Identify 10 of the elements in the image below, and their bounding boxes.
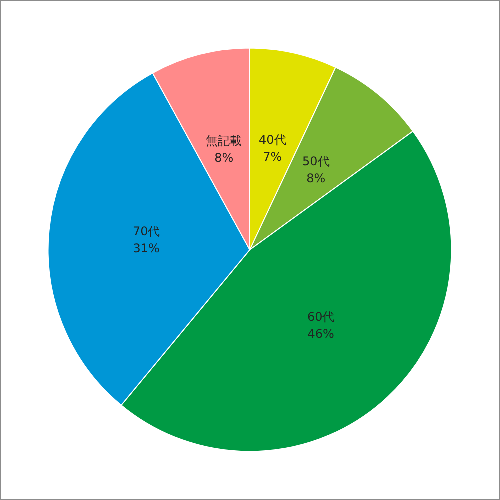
data-label: 7%	[263, 150, 282, 164]
slice-label: 60代	[307, 310, 335, 324]
slice-label: 無記載	[206, 134, 242, 148]
data-label: 46%	[308, 327, 334, 342]
slice-label: 50代	[302, 154, 330, 168]
data-label: 8%	[214, 150, 234, 165]
slice-label: 70代	[132, 224, 160, 239]
slice-label: 40代	[259, 133, 286, 148]
data-label: 31%	[133, 242, 160, 256]
data-label: 8%	[306, 171, 326, 186]
